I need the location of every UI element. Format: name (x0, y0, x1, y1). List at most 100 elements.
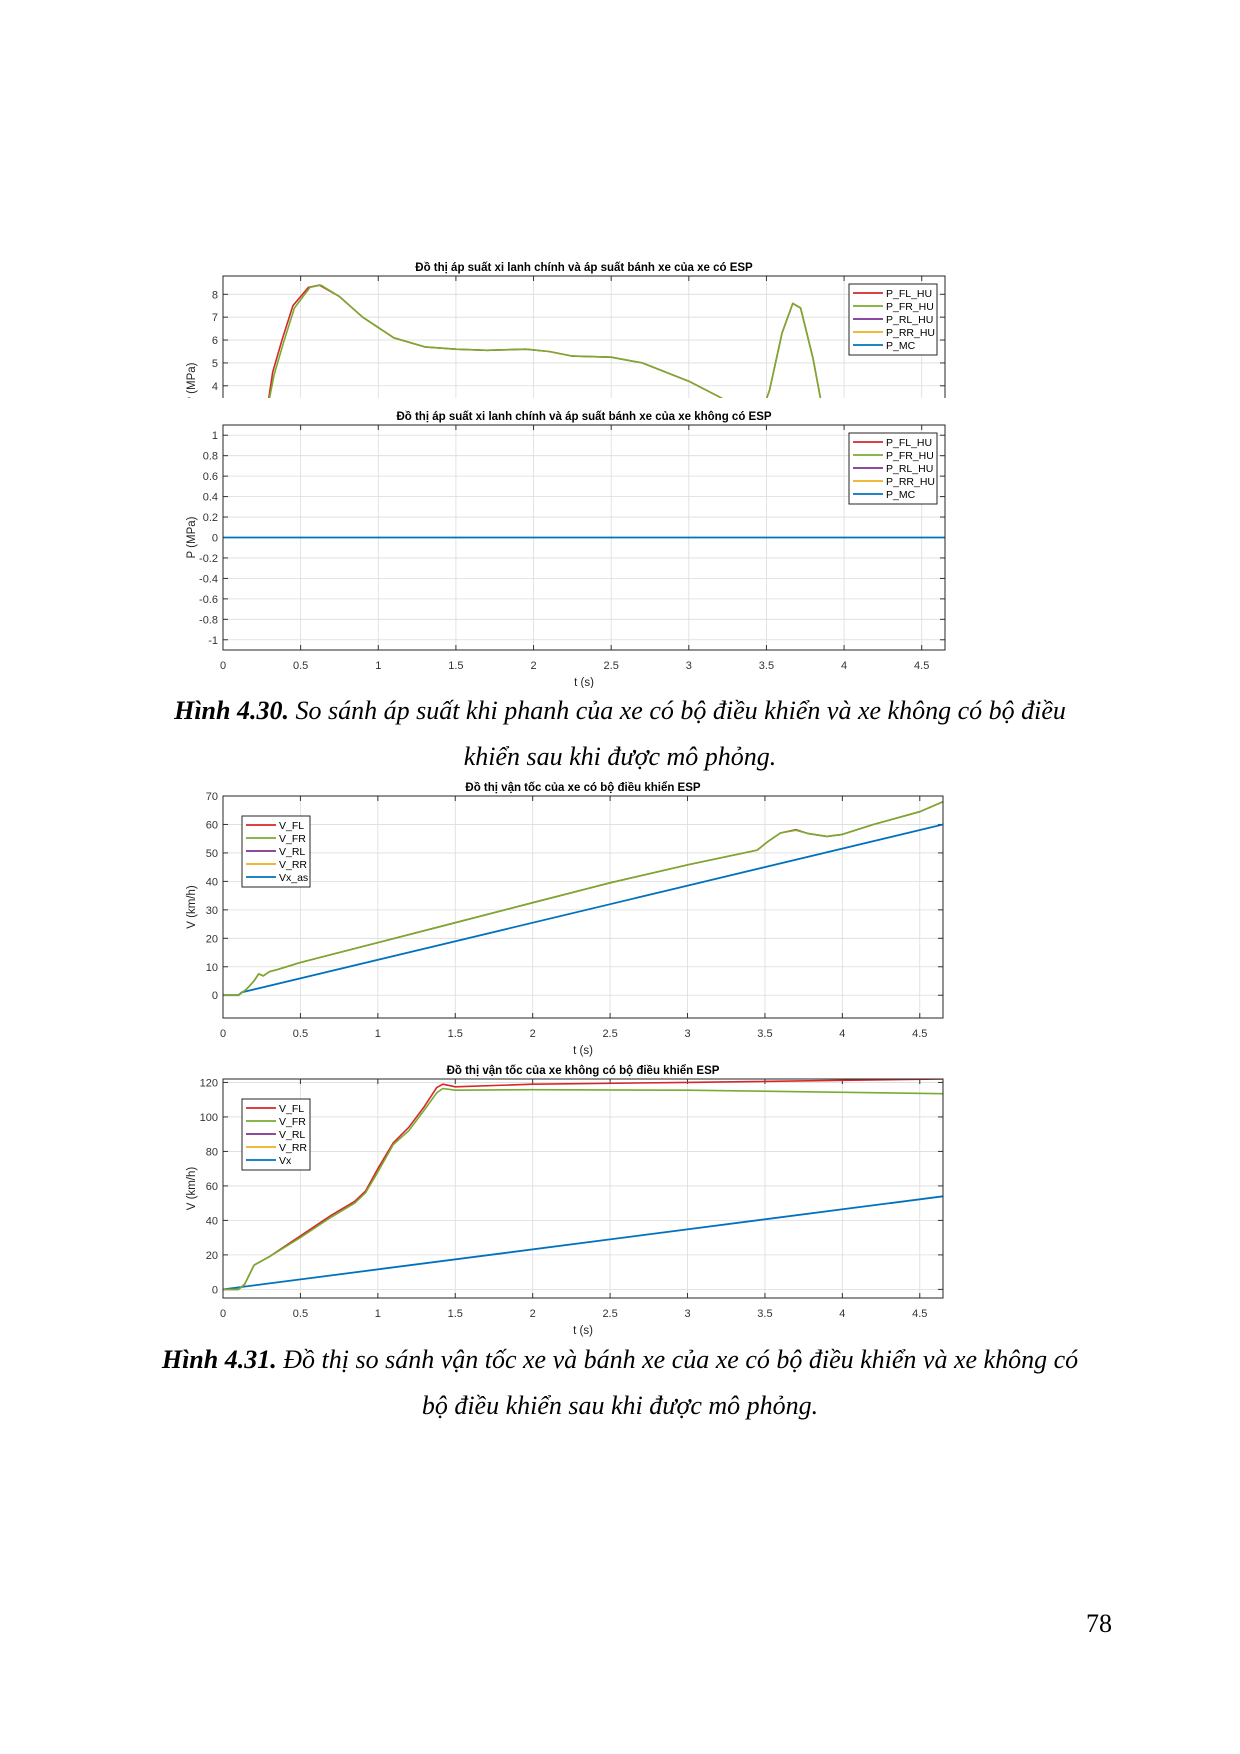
chart-pressure-with-esp: 00.511.522.533.544.5012345678Đồ thị áp s… (0, 128, 1240, 398)
y-axis-label: V (km/h) (186, 1167, 198, 1211)
x-tick-label: 0.5 (293, 1308, 308, 1320)
chart-velocity-with-esp: 0 0.5 1 1.5 2 2.5 3 3.5 4 4.5 0 10 20 30 40 50 60 70 Đồ th… (0, 128, 1240, 1058)
y-tick-label: 0 (212, 533, 218, 545)
x-tick-label: 3 (684, 1028, 690, 1040)
x-tick-label: 1 (375, 1028, 381, 1040)
chart-svg: 00.511.522.533.544.5012345678Đồ thị áp s… (186, 262, 946, 398)
x-tick-label: 3.5 (757, 1028, 772, 1040)
plot-area (223, 1079, 943, 1298)
x-tick-label: 3.5 (757, 1308, 772, 1320)
y-tick-label: 50 (206, 848, 218, 860)
x-tick-label: 0.5 (293, 1028, 308, 1040)
chart-title: Đồ thị vận tốc của xe có bộ điều khiển E… (465, 782, 700, 794)
y-tick-label: -0.6 (199, 594, 218, 606)
plot-area (223, 276, 945, 398)
x-tick-label: 1.5 (448, 660, 463, 672)
legend-label: P_MC (886, 340, 916, 352)
x-axis-label: t (s) (573, 1045, 593, 1057)
x-tick-label: 0.5 (293, 660, 308, 672)
x-tick-label: 4 (839, 1308, 845, 1320)
legend-label: P_MC (886, 489, 916, 501)
legend-label: V_RL (279, 1129, 305, 1141)
y-tick-label: 30 (206, 905, 218, 917)
y-tick-label: 60 (206, 819, 218, 831)
series-line-v-fr (223, 1087, 943, 1291)
legend: P_FL_HUP_FR_HUP_RL_HUP_RR_HUP_MC (848, 432, 938, 505)
x-tick-label: 2 (530, 1308, 536, 1320)
axes-box (222, 275, 946, 398)
chart-title: Đồ thị vận tốc của xe không có bộ điều k… (447, 1065, 720, 1077)
x-tick-label: 2 (530, 660, 536, 672)
axes-box (222, 795, 944, 1019)
x-tick-label: 4.5 (914, 660, 929, 672)
x-tick-label: 3 (686, 660, 692, 672)
legend-label: V_FL (279, 820, 304, 832)
axes-box (222, 424, 946, 651)
chart-title: Đồ thị áp suất xi lanh chính và áp suất … (415, 262, 753, 274)
x-tick-label: 2 (530, 1028, 536, 1040)
caption-label: Hình 4.30. (174, 696, 289, 725)
x-tick-label: 4 (841, 660, 847, 672)
caption-text: So sánh áp suất khi phanh của xe có bộ đ… (288, 696, 1066, 725)
chart-title: Đồ thị áp suất xi lanh chính và áp suất … (396, 411, 771, 423)
x-tick-label: 2.5 (602, 1308, 617, 1320)
y-tick-label: -0.8 (199, 614, 218, 626)
legend-label: P_RR_HU (886, 476, 935, 488)
legend-label: P_RR_HU (886, 327, 935, 339)
y-tick-label: 10 (206, 962, 218, 974)
y-tick-label: -0.2 (199, 553, 218, 565)
y-axis-label: P (MPa) (186, 362, 198, 398)
x-tick-label: 0 (220, 1308, 226, 1320)
y-tick-label: 0.2 (203, 512, 218, 524)
chart-svg: 0 0.5 1 1.5 2 2.5 3 3.5 4 4.5 0 10 20 30 40 50 60 70 Đồ th… (186, 782, 944, 1057)
x-tick-label: 3 (684, 1308, 690, 1320)
legend-label: V_RL (279, 846, 305, 858)
chart-velocity-without-esp: 0 0.5 1 1.5 2 2.5 3 3.5 4 4.5 0 20 40 60 80 100 120 Đồ th… (0, 128, 1240, 1338)
x-tick-label: 4.5 (912, 1028, 927, 1040)
y-axis-label: P (MPa) (186, 516, 198, 558)
y-tick-label: 8 (212, 289, 218, 301)
x-axis-label: t (s) (574, 677, 594, 688)
y-tick-label: -0.4 (199, 573, 218, 585)
y-tick-label: 80 (206, 1146, 218, 1158)
legend-label: V_RR (279, 1142, 307, 1154)
y-tick-label: 60 (206, 1181, 218, 1193)
y-tick-label: 0 (212, 1284, 218, 1296)
caption-text-line2: khiển sau khi được mô phỏng. (463, 742, 777, 771)
x-tick-label: 0 (220, 660, 226, 672)
page-number: 78 (1086, 1609, 1112, 1638)
x-tick-label: 4.5 (912, 1308, 927, 1320)
y-tick-label: 5 (212, 358, 218, 370)
x-tick-label: 0 (220, 1028, 226, 1040)
y-tick-label: 0.8 (203, 451, 218, 463)
legend-label: P_RL_HU (886, 314, 933, 326)
legend-label: Vx (279, 1155, 292, 1167)
series-line-v-fr (223, 800, 943, 996)
caption-text: Đồ thị so sánh vận tốc xe và bánh xe của… (276, 1345, 1079, 1374)
axes-box (222, 1078, 944, 1299)
y-tick-label: 20 (206, 1250, 218, 1262)
figure-caption-4-30: Hình 4.30. So sánh áp suất khi phanh của… (0, 688, 1240, 780)
y-tick-label: 20 (206, 933, 218, 945)
x-tick-label: 1 (375, 660, 381, 672)
legend-label: V_FR (279, 833, 306, 845)
legend-label: P_FR_HU (886, 450, 934, 462)
legend-label: P_FR_HU (886, 301, 934, 313)
y-tick-label: 40 (206, 876, 218, 888)
legend: P_FL_HUP_FR_HUP_RL_HUP_RR_HUP_MC (848, 283, 938, 356)
legend-label: P_FL_HU (886, 288, 932, 300)
y-tick-label: 0.4 (203, 492, 218, 504)
y-tick-label: 7 (212, 312, 218, 324)
y-tick-label: 40 (206, 1215, 218, 1227)
x-axis-label: t (s) (573, 1325, 593, 1337)
x-tick-label: 4 (839, 1028, 845, 1040)
chart-svg: 0 0.5 1 1.5 2 2.5 3 3.5 4 4.5 0 20 40 60 80 100 120 Đồ th… (186, 1065, 944, 1337)
legend-label: V_FR (279, 1116, 306, 1128)
legend-box (848, 283, 938, 356)
y-tick-label: 120 (200, 1077, 218, 1089)
series-line-vx (223, 1195, 943, 1291)
legend-label: V_FL (279, 1103, 304, 1115)
y-tick-label: 6 (212, 335, 218, 347)
